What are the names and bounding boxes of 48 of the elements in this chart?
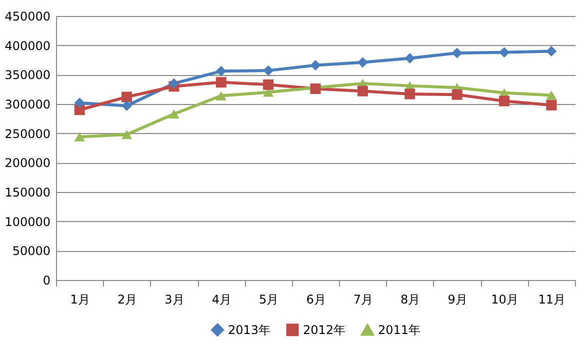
point: [452, 89, 462, 100]
point: [263, 79, 274, 90]
x-tick-label: 1月: [70, 292, 90, 306]
x-tick-label: 10月: [491, 292, 518, 306]
point: [498, 47, 510, 58]
point: [122, 130, 132, 140]
y-tick-label: 400000: [4, 38, 50, 53]
point: [122, 100, 132, 112]
x-tick-label: 9月: [448, 292, 468, 306]
y-tick-label: 0: [42, 274, 50, 288]
point: [310, 60, 321, 71]
point: [546, 90, 557, 100]
point: [263, 65, 274, 76]
y-tick-label: 450000: [4, 10, 50, 24]
legend-label: 2012年: [303, 322, 346, 337]
point: [498, 96, 510, 106]
point: [404, 88, 416, 100]
point: [122, 92, 132, 102]
legend-label: 2011年: [378, 323, 421, 338]
y-tick-label: 350000: [4, 68, 50, 82]
x-tick-label: 11月: [538, 292, 566, 306]
x-tick-label: 7月: [353, 292, 373, 306]
x-tick-label: 4月: [212, 292, 232, 306]
point: [357, 86, 368, 96]
point: [404, 52, 416, 64]
y-tick-label: 300000: [4, 98, 50, 112]
x-tick-label: 2月: [117, 292, 138, 306]
x-tick-label: 8月: [400, 292, 420, 306]
x-tick-label: 6月: [306, 292, 326, 306]
y-tick-label: 250000: [4, 126, 50, 141]
point: [168, 78, 180, 89]
point: [74, 132, 85, 142]
point: [216, 77, 226, 88]
point: [546, 100, 557, 110]
x-tick-label: 3月: [164, 292, 184, 306]
point: [452, 48, 462, 58]
point: [74, 98, 85, 108]
point: [216, 91, 226, 100]
y-tick-label: 150000: [4, 186, 50, 200]
point: [357, 57, 368, 68]
point: [216, 66, 226, 76]
y-tick-label: 200000: [4, 156, 50, 170]
y-tick-label: 100000: [4, 214, 50, 229]
point: [546, 46, 557, 56]
y-tick-label: 50000: [12, 244, 50, 258]
x-tick-label: 5月: [259, 292, 279, 306]
point: [168, 109, 180, 119]
legend-label: 2013年: [228, 322, 271, 337]
